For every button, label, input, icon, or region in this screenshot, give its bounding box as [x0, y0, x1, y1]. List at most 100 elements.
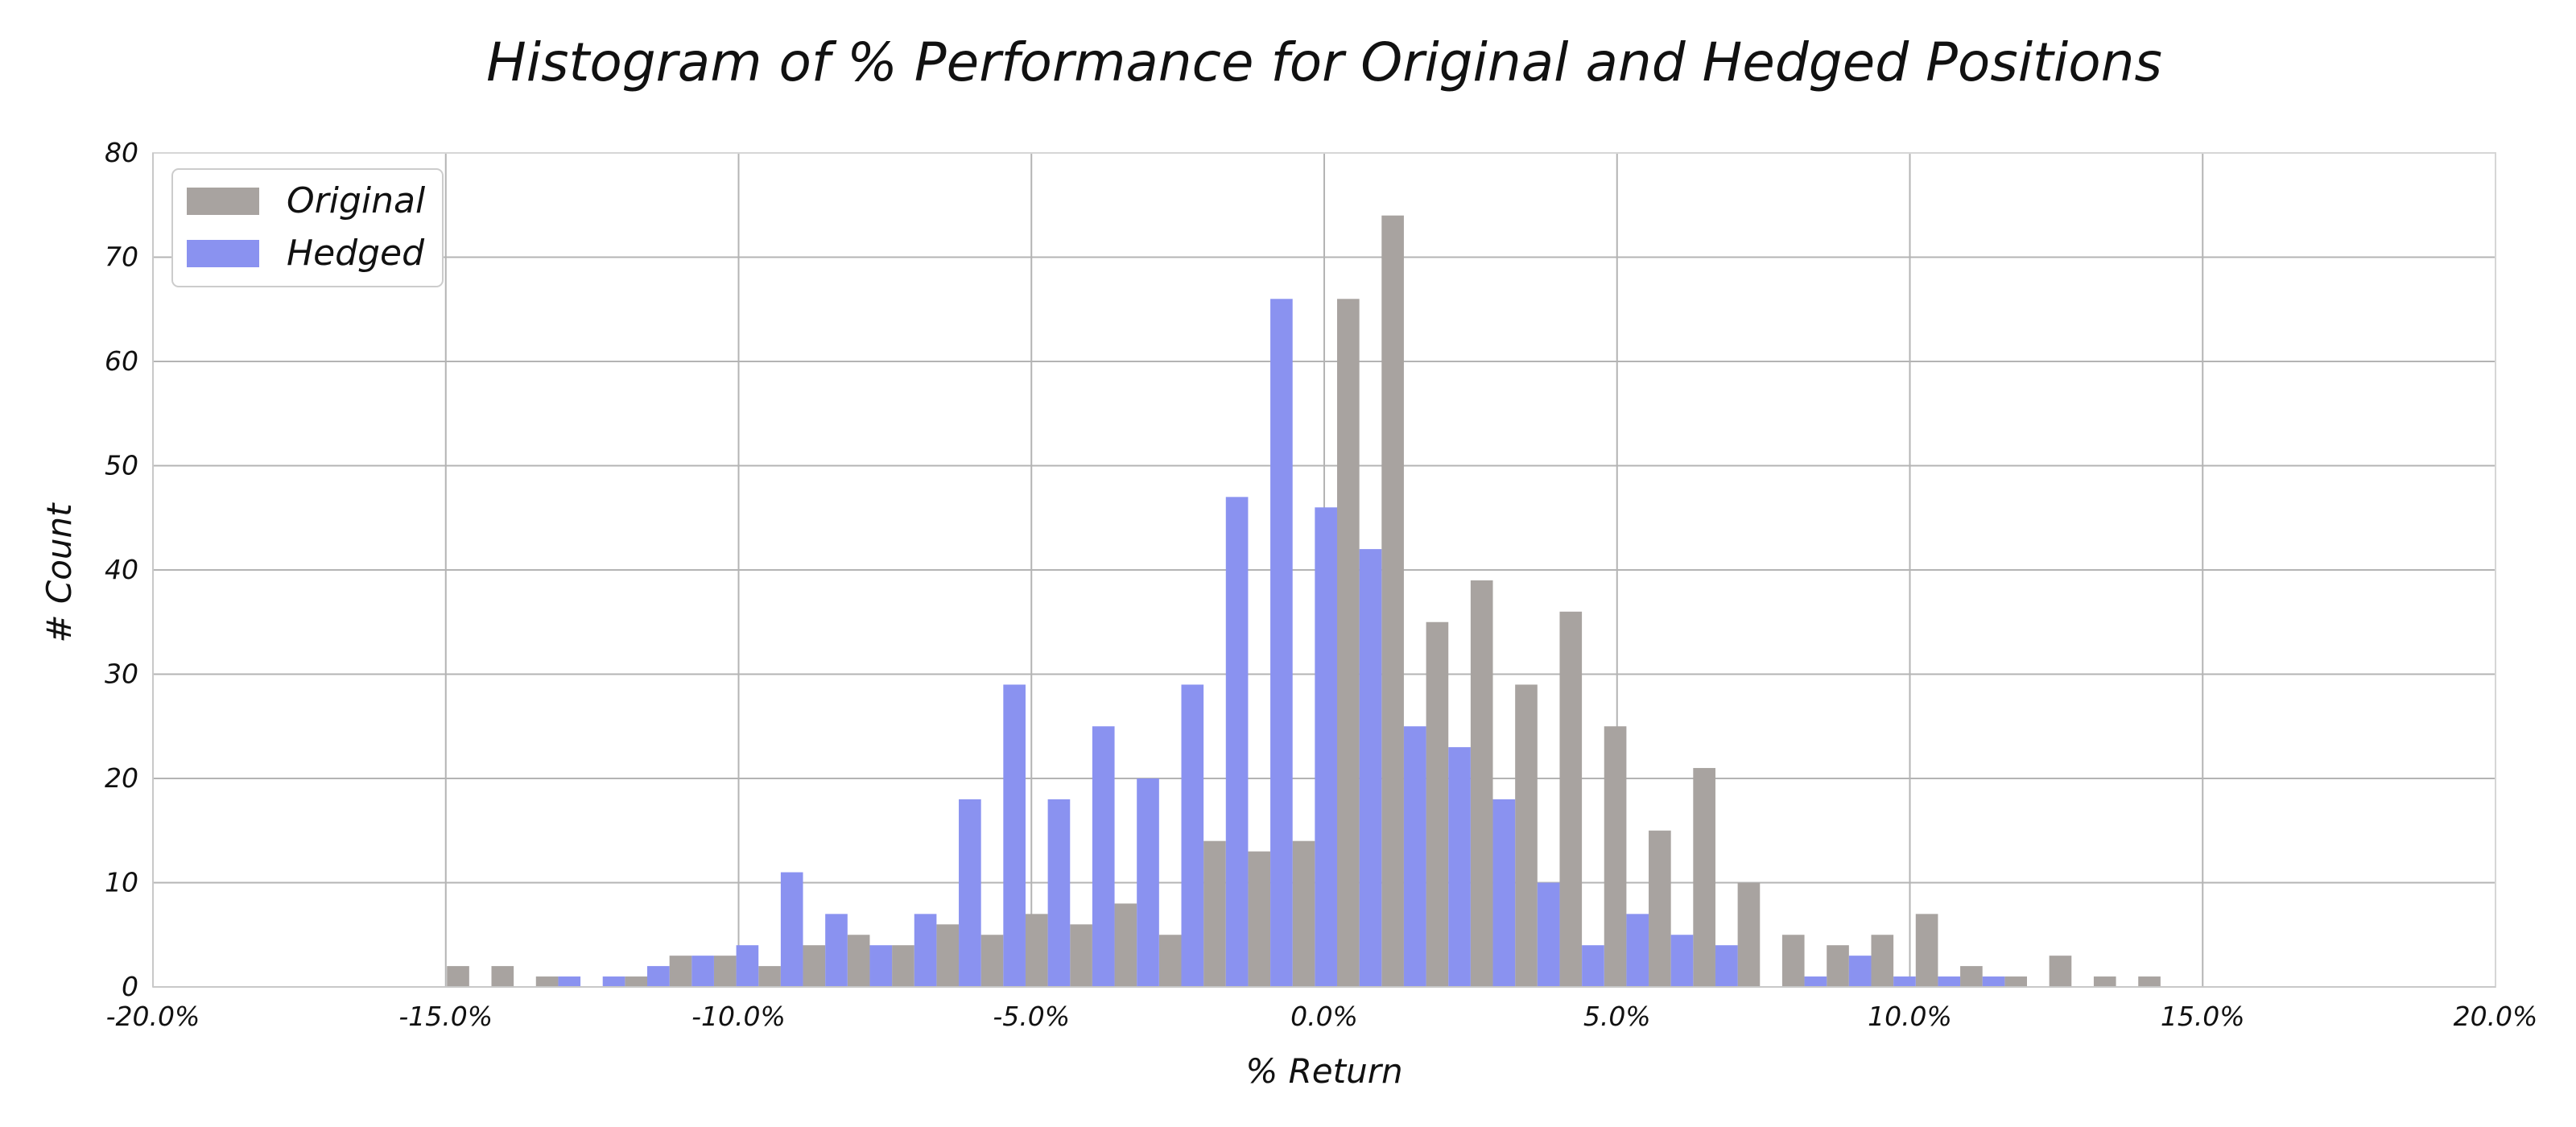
- original-bar: [803, 945, 826, 987]
- original-bar: [892, 945, 914, 987]
- x-tick-label: 15.0%: [2161, 1001, 2245, 1032]
- hedged-bar: [558, 976, 581, 987]
- y-tick-label: 30: [105, 658, 138, 690]
- hedged-bar: [1537, 882, 1560, 987]
- y-tick-label: 20: [105, 762, 138, 794]
- x-tick-label: 10.0%: [1868, 1001, 1952, 1032]
- hedged-bar: [1359, 549, 1382, 987]
- original-bar: [1737, 882, 1761, 987]
- hedged-bar: [914, 914, 937, 987]
- x-tick-label: 5.0%: [1583, 1001, 1651, 1032]
- legend-label-hedged: Hedged: [287, 233, 425, 274]
- hedged-bar: [1270, 299, 1293, 987]
- hedged-bar: [691, 956, 714, 987]
- original-bar: [1960, 966, 1983, 987]
- original-bar: [2138, 976, 2161, 987]
- original-bar: [1203, 840, 1226, 987]
- hedged-bar: [1670, 935, 1694, 987]
- legend: Original Hedged: [171, 168, 444, 287]
- original-bar: [1426, 621, 1449, 987]
- hedged-series-bars: [558, 299, 2005, 987]
- y-tick-label: 60: [105, 345, 138, 377]
- hedged-bar: [869, 945, 893, 987]
- hedged-bar: [1092, 726, 1115, 987]
- y-tick-label: 10: [105, 867, 138, 898]
- hedged-bar: [1448, 747, 1471, 987]
- original-bar: [1915, 914, 1938, 987]
- y-axis-label: # Count: [39, 502, 79, 643]
- chart-title: Histogram of % Performance for Original …: [486, 31, 2162, 93]
- hedged-bar: [825, 914, 848, 987]
- original-bar: [1470, 580, 1493, 987]
- legend-label-original: Original: [287, 180, 426, 221]
- original-bar: [491, 966, 514, 987]
- x-tick-label: 0.0%: [1290, 1001, 1358, 1032]
- x-tick-label: -20.0%: [106, 1001, 200, 1032]
- original-bar: [1070, 924, 1092, 987]
- original-bar: [936, 924, 960, 987]
- hedged-bar: [1982, 976, 2005, 987]
- x-axis-ticks: -20.0% -15.0% -10.0% -5.0% 0.0% 5.0% 10.0% 15.0…: [106, 1001, 2538, 1032]
- y-tick-label: 70: [105, 242, 138, 273]
- original-bar: [1604, 726, 1627, 987]
- original-bar: [1025, 914, 1048, 987]
- legend-swatch-hedged: [187, 240, 259, 267]
- x-tick-label: 20.0%: [2454, 1001, 2538, 1032]
- x-tick-label: -5.0%: [993, 1001, 1070, 1032]
- hedged-bar: [1181, 684, 1204, 987]
- hedged-bar: [736, 945, 759, 987]
- original-bar: [1649, 830, 1671, 987]
- original-bar: [2004, 976, 2027, 987]
- y-axis-ticks: 0 10 20 30 40 50 60 70 80: [105, 137, 138, 1002]
- x-tick-label: -15.0%: [398, 1001, 493, 1032]
- original-bar: [1871, 935, 1894, 987]
- hedged-bar: [959, 799, 981, 987]
- hedged-bar: [1315, 507, 1338, 987]
- original-series-bars: [447, 215, 2161, 987]
- y-tick-label: 40: [105, 554, 138, 585]
- original-bar: [1158, 935, 1182, 987]
- hedged-bar: [1225, 497, 1249, 987]
- hedged-bar: [1492, 799, 1516, 987]
- original-bar: [1337, 299, 1360, 987]
- original-bar: [669, 956, 692, 987]
- original-bar: [980, 935, 1004, 987]
- x-axis-label: % Return: [1245, 1051, 1402, 1091]
- original-bar: [1248, 851, 1271, 987]
- axes: [152, 152, 2496, 988]
- original-bar: [1114, 903, 1137, 987]
- hedged-bar: [780, 872, 803, 987]
- original-bar: [1559, 611, 1583, 987]
- hedged-bar: [1848, 956, 1872, 987]
- original-bar: [447, 966, 469, 987]
- original-bar: [1827, 945, 1849, 987]
- original-bar: [2049, 956, 2072, 987]
- original-bar: [1781, 935, 1805, 987]
- original-bar: [758, 966, 781, 987]
- x-tick-label: -10.0%: [691, 1001, 786, 1032]
- hedged-bar: [602, 976, 625, 987]
- hedged-bar: [1403, 726, 1426, 987]
- hedged-bar: [647, 966, 670, 987]
- hedged-bar: [1003, 684, 1026, 987]
- y-tick-label: 50: [105, 450, 138, 481]
- hedged-bar: [1137, 778, 1159, 987]
- hedged-bar: [1715, 945, 1738, 987]
- hedged-bar: [1582, 945, 1604, 987]
- hedged-bar: [1047, 799, 1071, 987]
- original-bar: [713, 956, 737, 987]
- original-bar: [847, 935, 870, 987]
- original-bar: [1292, 840, 1315, 987]
- hedged-bar: [1893, 976, 1916, 987]
- original-bar: [535, 976, 559, 987]
- original-bar: [2093, 976, 2116, 987]
- original-bar: [1693, 768, 1715, 987]
- legend-swatch-original: [187, 188, 259, 215]
- y-tick-label: 80: [105, 137, 138, 168]
- hedged-bar: [1626, 914, 1649, 987]
- hedged-bar: [1804, 976, 1827, 987]
- original-bar: [1381, 215, 1404, 987]
- y-tick-label: 0: [122, 971, 138, 1002]
- hedged-bar: [1938, 976, 1961, 987]
